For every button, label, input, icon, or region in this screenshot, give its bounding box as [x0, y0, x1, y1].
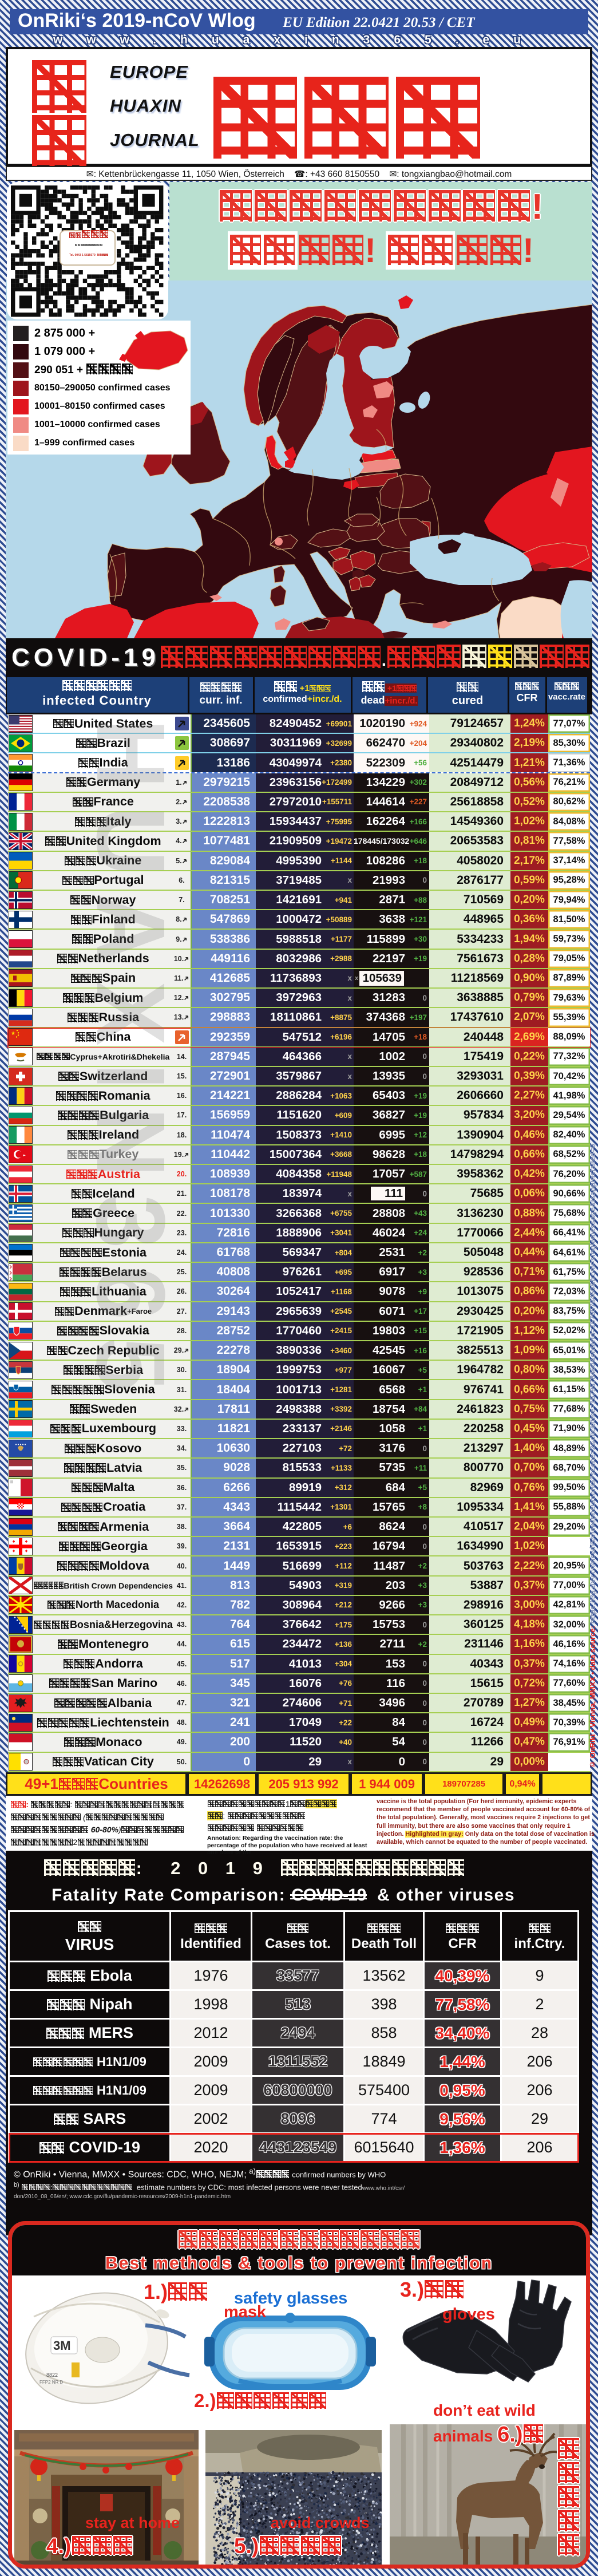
svg-text:3M: 3M — [53, 2338, 71, 2353]
svg-text:8822: 8822 — [46, 2372, 58, 2378]
svg-text:FFP2 NR D: FFP2 NR D — [39, 2380, 64, 2385]
